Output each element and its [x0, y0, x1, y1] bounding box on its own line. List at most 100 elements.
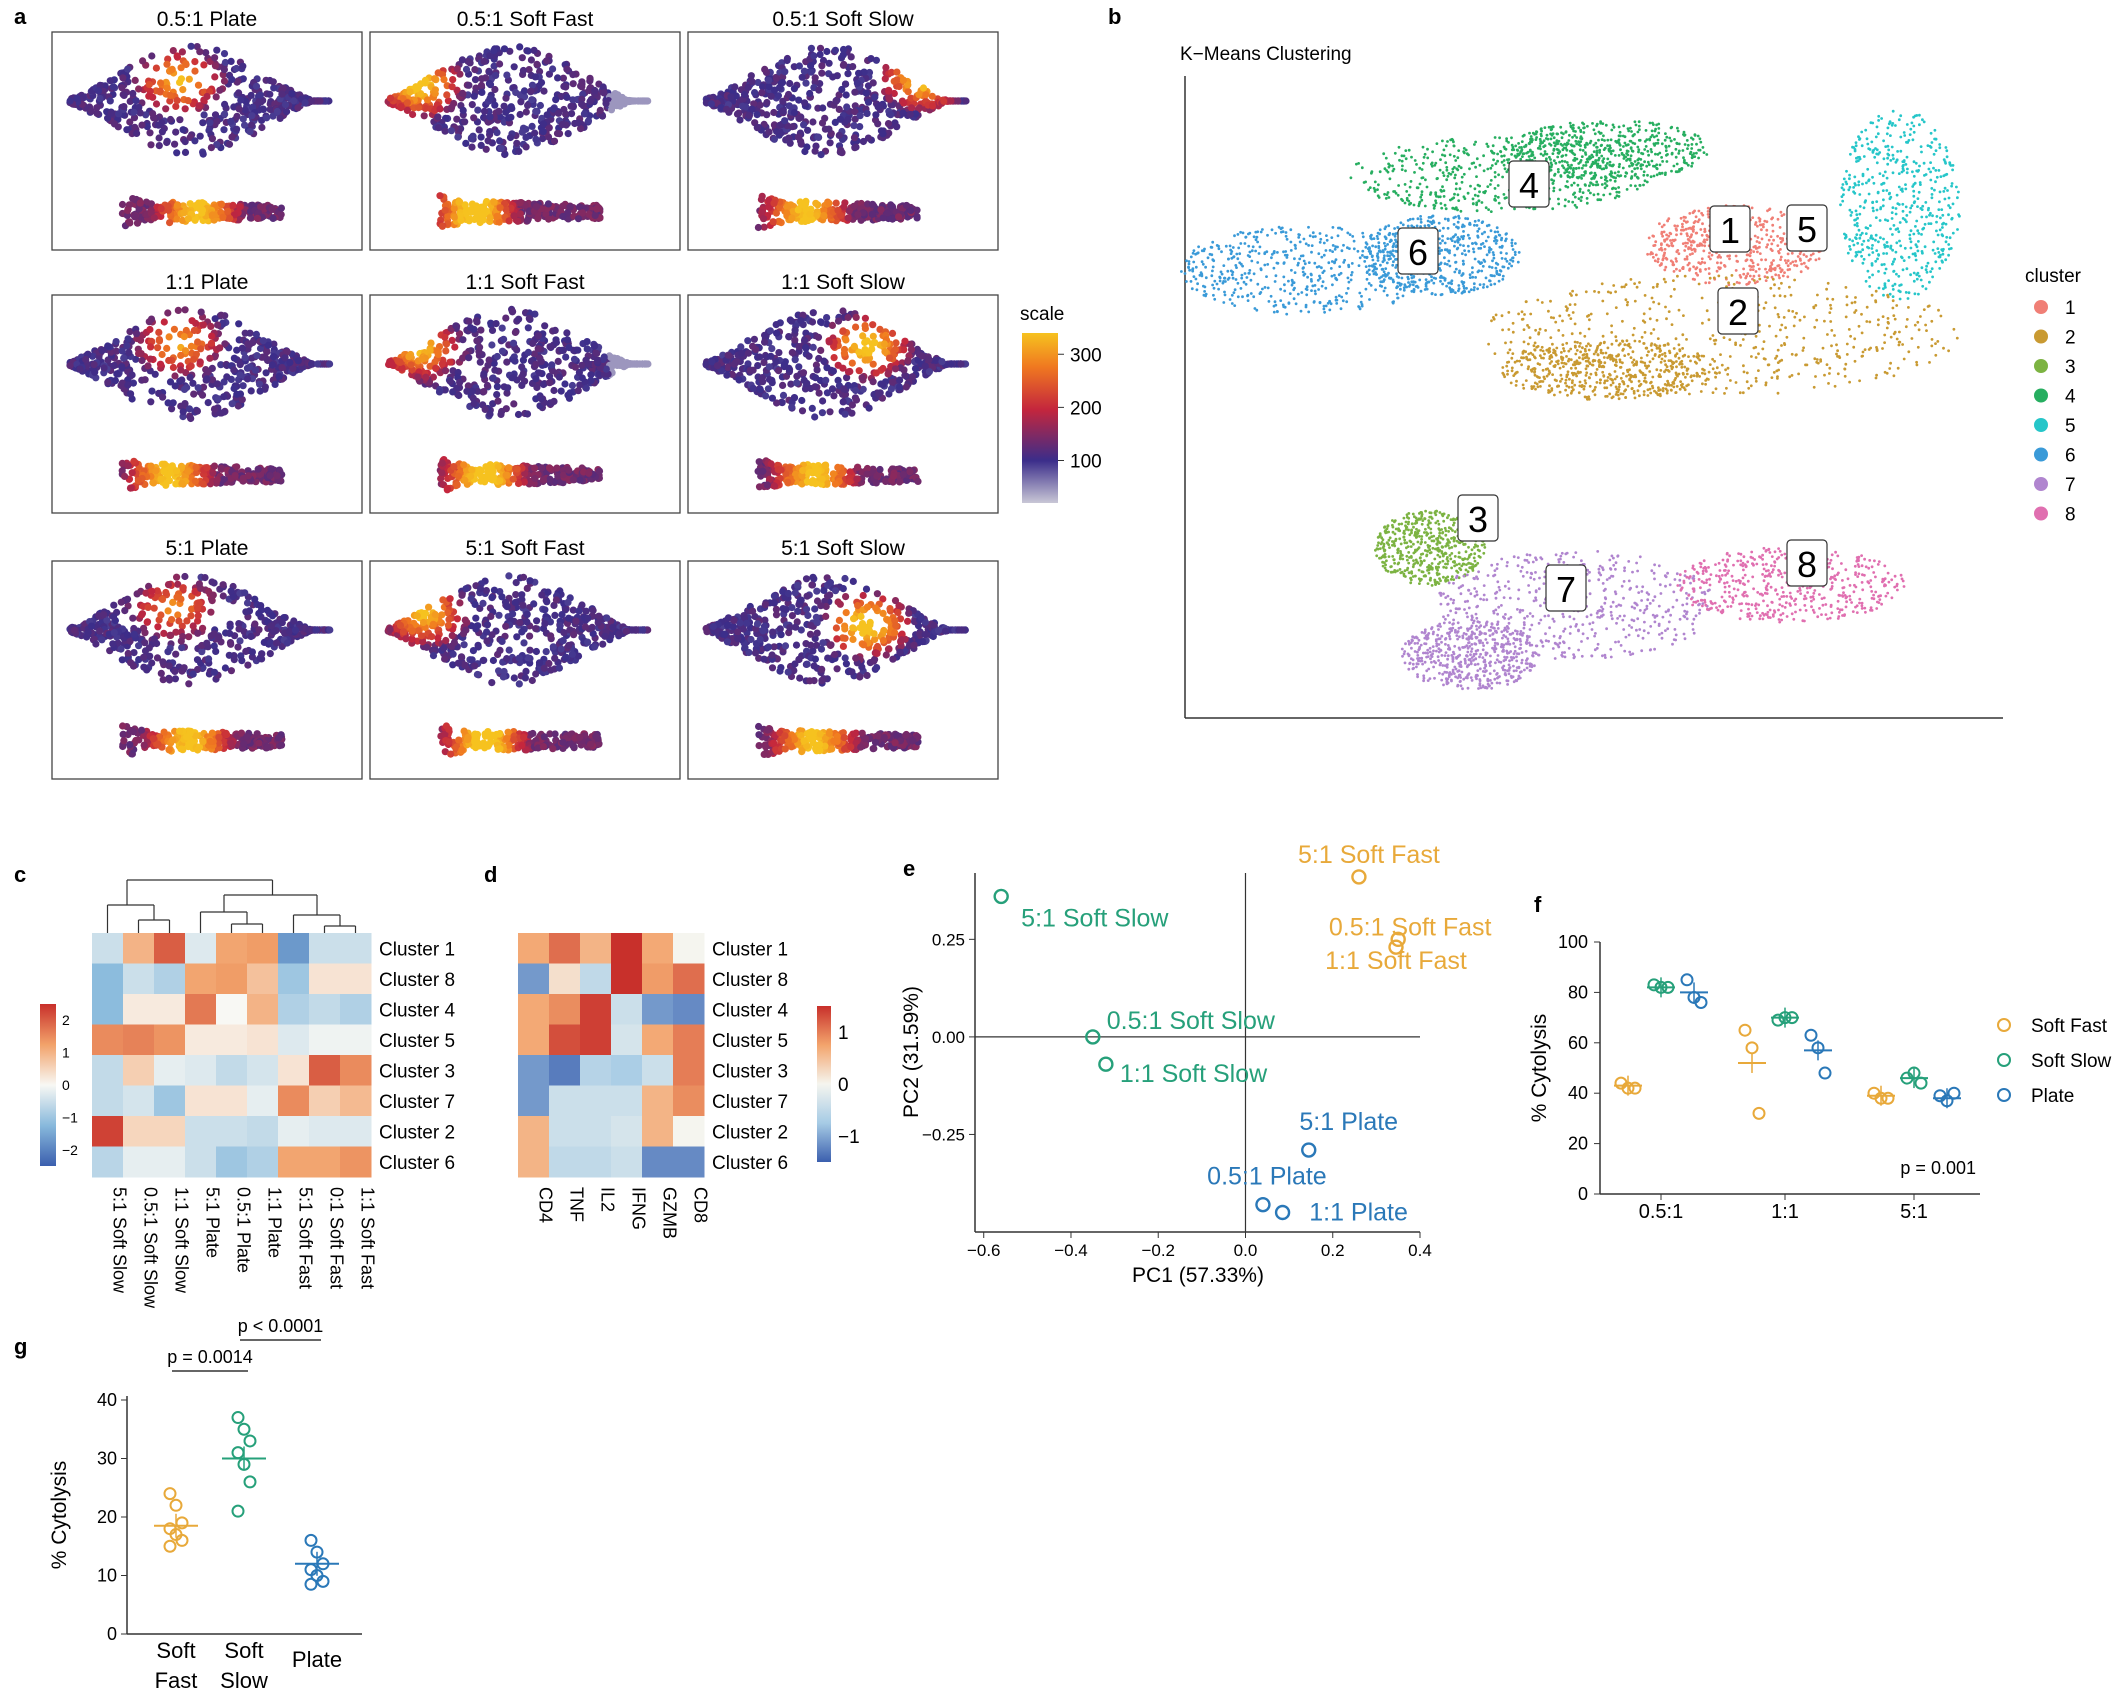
density-dot	[468, 101, 476, 109]
density-dot	[262, 369, 270, 377]
density-dot	[207, 339, 216, 347]
density-dot	[839, 45, 848, 54]
density-dot	[851, 88, 859, 96]
density-dot	[513, 465, 521, 473]
density-dot	[874, 120, 882, 128]
density-dot	[500, 45, 509, 53]
density-dot	[266, 105, 274, 113]
density-dot	[490, 47, 498, 55]
density-dot	[120, 354, 128, 362]
density-dot	[577, 82, 585, 90]
density-dot	[129, 195, 137, 203]
density-dot	[169, 47, 177, 55]
density-dot	[761, 338, 769, 346]
density-dot	[583, 338, 591, 346]
density-dot	[394, 357, 402, 365]
density-dot	[552, 96, 560, 104]
density-dot	[157, 475, 165, 483]
density-dot	[468, 387, 476, 395]
density-dot	[871, 339, 879, 347]
density-dot	[826, 139, 834, 147]
density-dot	[832, 199, 840, 207]
density-dot	[545, 215, 553, 223]
density-dot	[149, 110, 157, 118]
density-dot	[199, 321, 207, 329]
density-dot	[578, 374, 586, 382]
density-dot	[220, 66, 228, 74]
density-dot	[228, 400, 236, 408]
density-dot	[825, 338, 833, 346]
density-dot	[414, 83, 422, 92]
density-dot	[761, 65, 769, 73]
density-dot	[962, 97, 970, 105]
density-dot	[100, 364, 108, 372]
density-dot	[157, 79, 165, 87]
density-dot	[569, 476, 577, 484]
density-dot	[149, 479, 158, 487]
density-dot	[286, 358, 294, 367]
density-dot	[214, 321, 222, 329]
density-dot	[541, 322, 549, 330]
density-dot	[160, 468, 168, 476]
density-dot	[899, 109, 907, 117]
density-dot	[859, 137, 868, 146]
density-dot	[813, 366, 821, 374]
density-dot	[816, 44, 825, 52]
density-dot	[200, 61, 208, 69]
density-dot	[135, 103, 143, 111]
density-dot	[186, 373, 194, 381]
density-dot	[194, 81, 203, 89]
density-dot	[843, 103, 851, 111]
density-dot	[584, 117, 593, 125]
density-dot	[808, 318, 817, 326]
density-dot	[527, 87, 535, 95]
density-dot	[890, 472, 898, 480]
density-dot	[492, 320, 500, 328]
density-panel-title: 1:1 Soft Fast	[465, 271, 584, 294]
density-dot	[198, 199, 206, 207]
density-dot	[270, 84, 278, 92]
density-dot	[162, 105, 170, 113]
density-dot	[549, 65, 557, 73]
density-dot	[779, 381, 787, 389]
density-dot	[431, 358, 439, 366]
density-dot	[467, 472, 475, 480]
density-dot	[121, 472, 129, 480]
density-dot	[840, 385, 848, 393]
density-dot	[496, 137, 504, 145]
density-dot	[600, 353, 608, 361]
density-dot	[591, 211, 599, 220]
density-dot	[829, 73, 837, 81]
density-dot	[255, 98, 263, 106]
density-dot	[788, 403, 796, 411]
density-dot	[795, 114, 803, 122]
density-dot	[826, 408, 834, 416]
density-dot	[867, 55, 875, 63]
density-dot	[727, 93, 735, 101]
density-dot	[580, 110, 589, 118]
density-dot	[488, 341, 496, 349]
density-dot	[507, 113, 515, 121]
density-dot	[207, 144, 215, 152]
density-dot	[736, 116, 744, 124]
density-dot	[211, 54, 219, 62]
density-dot	[871, 93, 879, 101]
density-dot	[491, 85, 499, 94]
density-dot	[524, 324, 532, 332]
density-dot	[453, 481, 461, 489]
density-dot	[841, 410, 849, 418]
density-dot	[918, 352, 926, 360]
density-dot	[555, 373, 564, 381]
density-dot	[875, 390, 883, 398]
density-dot	[470, 92, 478, 100]
density-dot	[834, 317, 843, 325]
density-dot	[426, 346, 434, 354]
density-panel: 0.5:1 Soft Slow	[687, 8, 999, 251]
density-dot	[462, 65, 471, 73]
density-dot	[888, 378, 897, 386]
density-dot	[834, 206, 842, 214]
density-dot	[820, 212, 828, 220]
density-dot	[578, 361, 586, 369]
density-dot	[770, 482, 779, 490]
density-dot	[434, 113, 442, 121]
